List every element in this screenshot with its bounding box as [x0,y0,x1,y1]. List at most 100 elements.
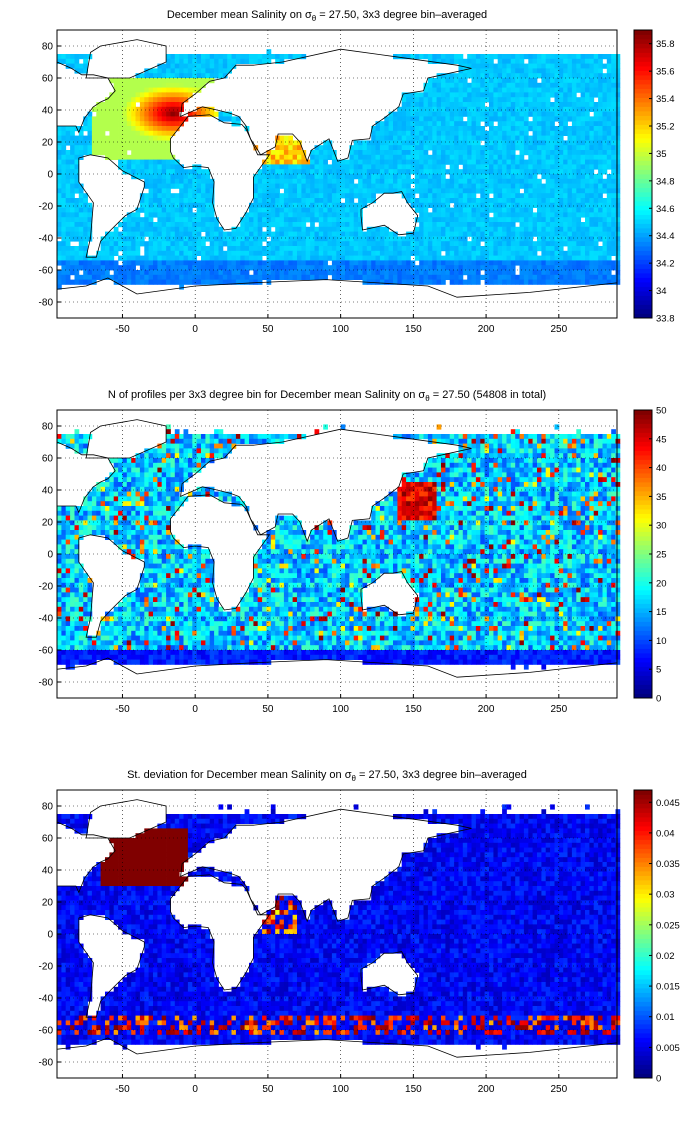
heatmap-cell [135,111,141,117]
heatmap-cell [471,130,477,136]
heatmap-cell [131,82,136,88]
heatmap-cell [532,183,538,189]
heatmap-cell [449,236,455,242]
heatmap-cell [519,250,525,256]
heatmap-cell [580,106,586,112]
heatmap-cell [205,68,211,74]
heatmap-cell [528,212,534,218]
heatmap-cell [375,154,381,160]
heatmap-cell [174,92,180,98]
heatmap-cell [615,97,621,103]
heatmap-cell [593,174,599,180]
heatmap-cell [218,54,224,60]
heatmap-cell [371,193,376,199]
heatmap-cell [157,279,163,285]
heatmap-cell [113,150,119,156]
heatmap-cell [419,202,424,208]
heatmap-cell [65,169,71,175]
heatmap-cell [567,265,573,271]
heatmap-cell [436,97,442,103]
heatmap-cell [532,246,538,252]
heatmap-cell [515,58,520,64]
heatmap-cell [593,130,599,136]
heatmap-cell [602,250,608,256]
heatmap-cell [153,246,158,252]
heatmap-cell [153,145,158,151]
heatmap-cell [515,73,520,79]
heatmap-cell [318,241,324,247]
heatmap-cell [576,126,582,132]
heatmap-cell [218,236,224,242]
heatmap-cell [358,260,363,266]
heatmap-cell [493,222,499,228]
heatmap-cell [113,140,119,146]
heatmap-cell [554,58,560,64]
heatmap-cell [414,434,420,440]
heatmap-cell [384,270,390,276]
heatmap-cell [301,241,307,247]
heatmap-cell [153,183,158,189]
heatmap-cell [576,212,582,218]
heatmap-cell [432,434,438,440]
heatmap-cell [144,102,150,108]
heatmap-cell [61,178,67,184]
heatmap-cell [201,434,206,440]
heatmap-cell [227,111,232,117]
heatmap-cell [484,150,490,156]
heatmap-cell [558,274,564,280]
heatmap-cell [209,236,215,242]
heatmap-cell [135,130,141,136]
heatmap-cell [336,193,342,199]
heatmap-cell [301,154,307,160]
heatmap-cell [384,246,390,252]
heatmap-cell [458,236,464,242]
heatmap-cell [506,169,512,175]
heatmap-cell [109,236,115,242]
heatmap-cell [419,92,424,98]
heatmap-cell [323,207,328,213]
heatmap-cell [358,212,363,218]
heatmap-cell [506,202,512,208]
heatmap-cell [427,102,433,108]
heatmap-cell [187,63,193,69]
colorbar-segment [634,169,652,175]
heatmap-cell [379,121,385,127]
heatmap-cell [606,92,612,98]
heatmap-cell [153,448,158,454]
heatmap-cell [170,63,176,69]
heatmap-cell [441,183,446,189]
heatmap-cell [314,207,320,213]
heatmap-cell [515,106,520,112]
heatmap-cell [441,135,446,141]
heatmap-cell [541,236,547,242]
heatmap-cell [475,246,481,252]
heatmap-cell [74,270,80,276]
heatmap-cell [74,265,80,271]
heatmap-cell [214,255,219,261]
heatmap-cell [510,217,516,223]
heatmap-cell [91,265,97,271]
heatmap-cell [270,174,276,180]
heatmap-cell [510,54,516,60]
heatmap-cell [144,279,150,285]
heatmap-cell [358,255,363,261]
heatmap-cell [139,164,145,170]
heatmap-cell [471,78,477,84]
heatmap-cell [432,116,438,122]
heatmap-cell [532,130,538,136]
heatmap-cell [427,246,433,252]
heatmap-cell [598,217,603,223]
heatmap-cell [436,438,442,444]
heatmap-cell [270,54,276,60]
heatmap-cell [174,207,180,213]
heatmap-cell [515,434,520,440]
heatmap-cell [441,116,446,122]
colorbar-segment [634,219,652,224]
heatmap-cell [571,193,577,199]
heatmap-cell [563,198,568,204]
heatmap-cell [436,54,442,60]
heatmap-cell [393,236,398,242]
heatmap-cell [187,222,193,228]
heatmap-cell [135,241,141,247]
heatmap-cell [502,140,507,146]
